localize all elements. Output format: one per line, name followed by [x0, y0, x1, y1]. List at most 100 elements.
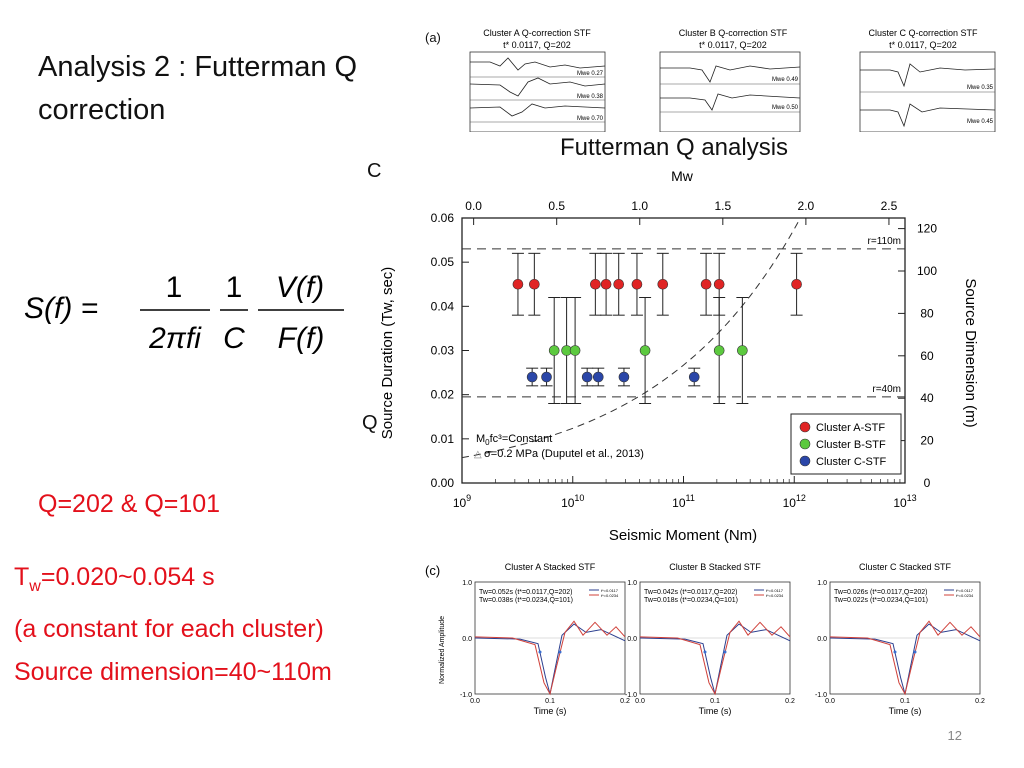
stacked-stf-y-tick: 1.0: [627, 580, 637, 587]
data-point-series-1: [600, 278, 612, 290]
stacked-stf-x-tick: 0.1: [900, 698, 910, 705]
formula-frac1-num: 1: [166, 271, 183, 304]
x2-tick-label: 1.0: [631, 199, 648, 213]
stacked-stf-panel-2: Cluster B Stacked STF Tw=0.042s (t*=0.011…: [625, 562, 795, 716]
stf-panel-a-title2: t* 0.0117, Q=202: [503, 40, 571, 50]
tw-marker-left: [538, 650, 542, 654]
stacked-stf-tw-2: Tw=0.038s (t*=0.0234,Q=101): [479, 597, 573, 604]
stf-panel-a-title1: Cluster A Q-correction STF: [483, 28, 591, 38]
data-point-series-2: [569, 345, 581, 356]
legend-label-1: t*=0.0117: [766, 588, 784, 593]
formula-frac3-num: V(f): [276, 271, 324, 304]
futterman-formula: S(f) = 1 2πfi 1 C V(f) F(f): [24, 271, 344, 355]
chart-title: Futterman Q analysis: [560, 134, 788, 161]
stacked-stf-title: Cluster B Stacked STF: [669, 562, 761, 572]
x2-tick-label: 2.5: [881, 199, 898, 213]
stray-char-c: C: [367, 160, 382, 182]
data-point-series-2: [548, 345, 560, 356]
ref-line-label: r=40m: [872, 384, 901, 395]
y-tick-label: 0.02: [431, 388, 455, 402]
stacked-stf-title: Cluster A Stacked STF: [505, 562, 596, 572]
legend-marker-c: [799, 455, 811, 467]
tw-note: (a constant for each cluster): [14, 615, 324, 643]
title-line-2: correction: [38, 94, 166, 126]
legend-label-c: Cluster C-STF: [816, 456, 887, 468]
figure-c-label: (c): [425, 563, 440, 578]
y2-tick-label: 20: [920, 434, 934, 448]
stf-curve-q101: [639, 620, 791, 696]
figure-c-ylabel: Normalized Amplitude: [439, 616, 446, 684]
stf-panel-b-title1: Cluster B Q-correction STF: [679, 28, 788, 38]
tw-marker-right: [913, 650, 917, 654]
y-tick-label: 0.00: [431, 476, 455, 490]
legend-label-2: t*=0.0234: [956, 593, 974, 598]
formula-frac2-num: 1: [226, 271, 243, 304]
stacked-stf-x-tick: 0.2: [620, 698, 630, 705]
data-point-series-1: [613, 278, 625, 290]
stf-curve-q202: [829, 623, 981, 695]
data-point-series-1: [791, 278, 802, 290]
data-point-series-1: [529, 278, 540, 290]
ref-line-label: r=110m: [868, 236, 901, 247]
chart-annotation: M0fc³=Constant △ σ=0.2 MPa (Duputel et a…: [474, 433, 644, 460]
svg-text:△: △: [474, 449, 482, 460]
x-axis-label: Seismic Moment (Nm): [609, 527, 757, 544]
data-point-series-2: [639, 345, 651, 356]
stacked-stf-tw-2: Tw=0.018s (t*=0.0234,Q=101): [644, 597, 738, 604]
stf-panel-b-title2: t* 0.0117, Q=202: [699, 40, 767, 50]
stacked-stf-y-tick: -1.0: [460, 692, 472, 699]
stacked-stf-tw-1: Tw=0.052s (t*=0.0117,Q=202): [479, 589, 572, 596]
y-tick-label: 0.01: [431, 432, 455, 446]
stacked-stf-xlabel: Time (s): [889, 706, 922, 716]
futterman-q-chart: Futterman Q analysis Mw Seismic Moment (…: [379, 134, 979, 544]
constant-stress-curve: [461, 218, 801, 459]
data-point-series-2: [713, 345, 725, 356]
stacked-stf-x-tick: 0.0: [635, 698, 645, 705]
x-tick-label: 109: [453, 493, 471, 510]
stacked-stf-x-tick: 0.0: [470, 698, 480, 705]
data-point-series-3: [618, 371, 630, 383]
y-tick-label: 0.06: [431, 211, 455, 225]
x2-tick-label: 0.5: [548, 199, 565, 213]
stf-panel-a-mwe-3: Mwe 0.70: [577, 116, 604, 122]
stf-panel-a-mwe-1: Mwe 0.27: [577, 71, 604, 77]
formula-lhs: S(f) =: [24, 292, 98, 325]
tw-line: Tw=0.020~0.054 s: [14, 563, 215, 595]
data-point-series-1: [590, 278, 601, 290]
legend-marker-b: [799, 438, 811, 450]
formula-frac1-den: 2πfi: [148, 322, 202, 355]
stacked-stf-y-tick: 1.0: [462, 580, 472, 587]
data-point-series-1: [713, 278, 725, 290]
figure-c-panels: Cluster A Stacked STF Tw=0.052s (t*=0.011…: [460, 562, 985, 716]
stacked-stf-x-tick: 0.1: [545, 698, 555, 705]
stacked-stf-y-tick: 1.0: [817, 580, 827, 587]
stacked-stf-y-tick: -1.0: [625, 692, 637, 699]
data-point-series-3: [526, 371, 538, 383]
y2-tick-label: 100: [917, 264, 937, 278]
stf-panel-c: Cluster C Q-correction STF t* 0.0117, Q=…: [859, 28, 996, 132]
stacked-stf-xlabel: Time (s): [534, 706, 567, 716]
tw-marker-right: [558, 650, 562, 654]
tw-marker-right: [723, 650, 727, 654]
tw-block: Tw=0.020~0.054 s (a constant for each cl…: [14, 556, 332, 694]
stacked-stf-x-tick: 0.1: [710, 698, 720, 705]
data-point-series-2: [737, 345, 748, 356]
y2-tick-label: 40: [920, 391, 934, 405]
svg-text:M0fc³=Constant: M0fc³=Constant: [476, 433, 552, 447]
stacked-stf-x-tick: 0.0: [825, 698, 835, 705]
figure-c-stacked-stf: (c) Normalized Amplitude Cluster A Stack…: [425, 562, 985, 716]
tw-marker-left: [893, 650, 897, 654]
legend-label-b: Cluster B-STF: [816, 439, 886, 451]
annotation-sigma: σ=0.2 MPa (Duputel et al., 2013): [484, 448, 644, 460]
stf-curve-q202: [474, 623, 626, 695]
x-tick-label: 1011: [672, 493, 695, 510]
x2-tick-label: 1.5: [714, 199, 731, 213]
x2-axis-label: Mw: [671, 168, 694, 184]
legend-label-a: Cluster A-STF: [816, 422, 885, 434]
y-tick-label: 0.05: [431, 255, 455, 269]
figure-a-q-correction-stf: (a) Cluster A Q-correction STF t* 0.0117…: [425, 28, 996, 132]
stf-curve-q101: [829, 620, 981, 696]
data-point-series-1: [700, 278, 712, 290]
page-number: 12: [947, 728, 962, 743]
legend-label-2: t*=0.0234: [766, 593, 784, 598]
